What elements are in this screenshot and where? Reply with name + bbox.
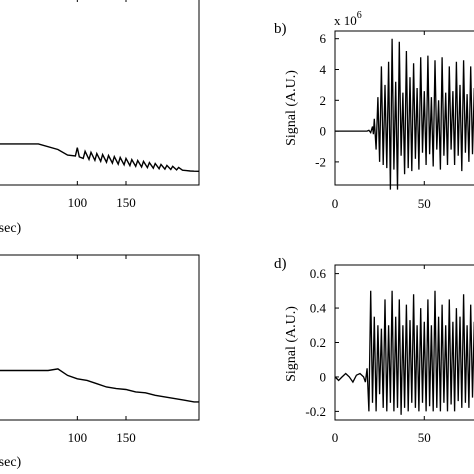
- panel-c: 100 150 (sec): [0, 254, 200, 470]
- panel-c-xlabel: (sec): [0, 455, 22, 470]
- panel-c-x-tick-label: 150: [116, 430, 136, 445]
- panel-a-xlabel: (sec): [0, 221, 22, 236]
- panel-b-y-tick-label: -2: [315, 154, 326, 169]
- panel-b-ticks: 0 50 6 4 2 0 -2: [315, 31, 431, 211]
- panel-b-axes-box: [334, 30, 474, 186]
- panel-b-exponent-power: 6: [357, 10, 362, 21]
- panel-d-y-tick-label: 0.6: [310, 266, 327, 281]
- panel-d-x-tick-label: 50: [418, 430, 431, 445]
- panel-b-y-tick-label: 6: [320, 31, 327, 46]
- panel-d-ylabel: Signal (A.U.): [284, 306, 299, 382]
- panel-c-x-ticks: 100 150: [68, 255, 136, 445]
- panel-a-x-tick-label: 100: [68, 195, 88, 210]
- panel-d-x-tick-label: 0: [332, 430, 339, 445]
- panel-d-series-line: [334, 290, 474, 415]
- panel-d-y-tick-label: 0.4: [310, 301, 327, 316]
- panel-b-y-tick-label: 0: [320, 124, 327, 139]
- panel-a-x-tick-label: 150: [116, 195, 136, 210]
- panel-b-y-tick-label: 4: [320, 62, 327, 77]
- panel-d-y-tick-label: -0.2: [305, 404, 326, 419]
- panel-a: 100 150 (sec): [0, 0, 200, 236]
- panel-d: 0 50 0.6 0.4 0.2 0 -0.2 d) Signal (A.U.): [274, 256, 474, 445]
- panel-a-axes-box: [0, 0, 200, 186]
- panel-b-y-tick-label: 2: [320, 93, 327, 108]
- panel-d-ticks: 0 50 0.6 0.4 0.2 0 -0.2: [305, 265, 431, 445]
- panel-b-exponent-label: x 106: [334, 10, 362, 28]
- panel-c-series-line: [0, 368, 199, 403]
- panel-d-label: d): [274, 256, 287, 272]
- panel-c-axes-box: [0, 254, 200, 421]
- panel-b-exponent-base: x 10: [334, 13, 357, 28]
- panel-c-x-tick-label: 100: [68, 430, 88, 445]
- panel-d-y-tick-label: 0.2: [310, 335, 326, 350]
- panel-b-x-tick-label: 0: [332, 196, 339, 211]
- panel-b-series-line: [335, 38, 474, 190]
- panel-a-series-line: [0, 143, 200, 172]
- panel-d-y-tick-label: 0: [320, 369, 327, 384]
- panel-b-x-tick-label: 50: [418, 196, 431, 211]
- panel-b-label: b): [274, 21, 287, 37]
- panel-b-ylabel: Signal (A.U.): [284, 70, 299, 146]
- panel-a-x-ticks: 100 150: [68, 0, 136, 210]
